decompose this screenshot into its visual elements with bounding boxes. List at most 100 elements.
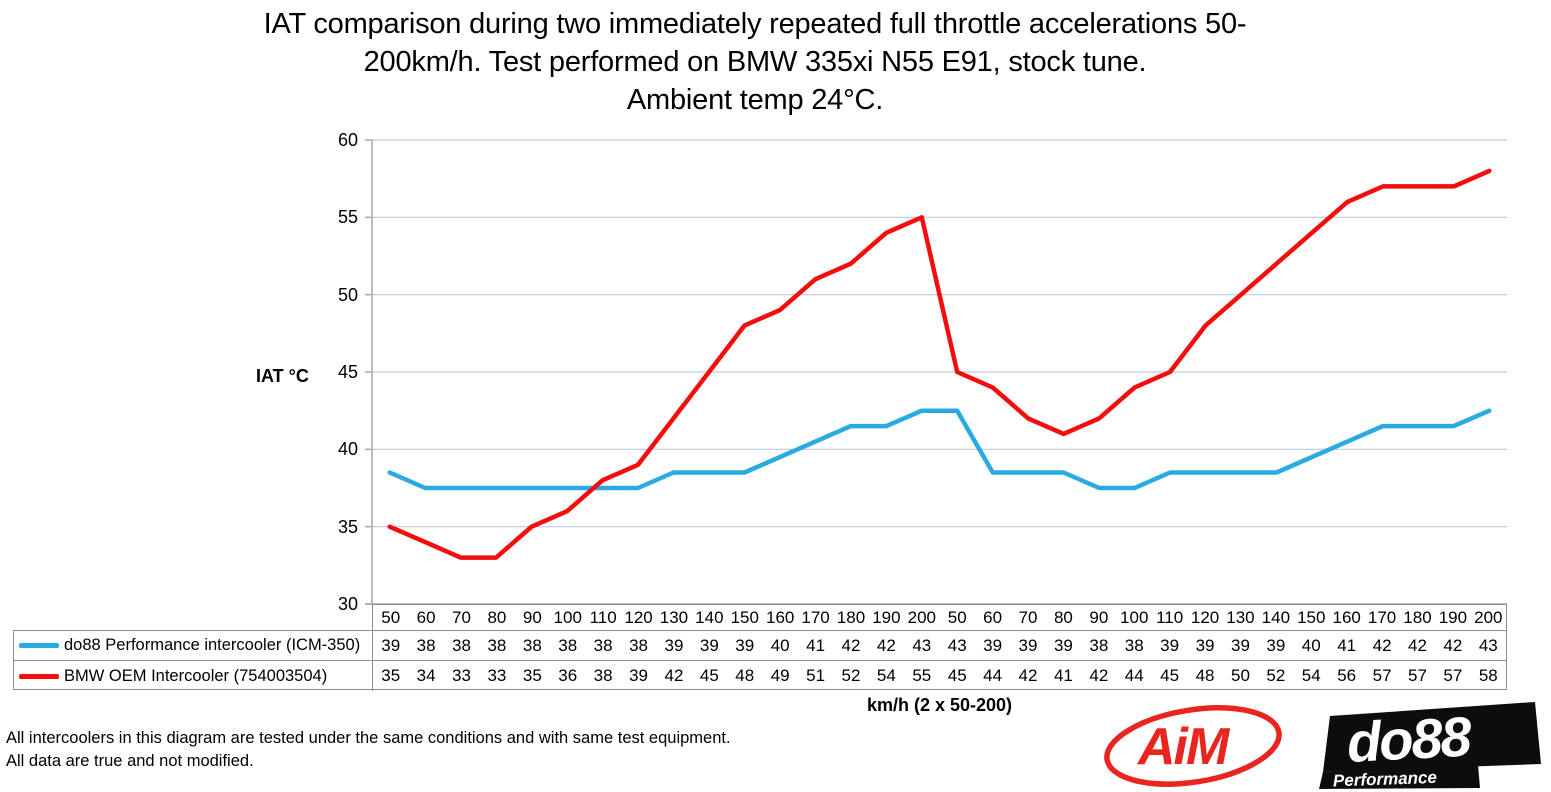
legend-cell-series-0: do88 Performance intercooler (ICM-350) — [14, 631, 373, 661]
x-category-cell: 100 — [1120, 607, 1149, 627]
value-cell-series-0: 43 — [939, 631, 975, 661]
value-cell-series-1: 41 — [1053, 666, 1073, 685]
value-cell-series-0: 42 — [1399, 631, 1436, 661]
x-category-cell: 120 — [1190, 607, 1220, 627]
aim-logo-ellipse — [1104, 705, 1282, 787]
y-tick-label: 60 — [337, 130, 358, 150]
x-category-row: 50 60 70 80 90 100 110 120 130 140 150 160 170 180 190… — [372, 604, 1507, 630]
value-cell-series-0: 39 — [691, 631, 728, 661]
value-cell-series-1: 56 — [1337, 666, 1357, 685]
y-tick-label: 35 — [337, 516, 358, 537]
value-cell-series-1: 45 — [1160, 666, 1180, 685]
do88-logo-main-shape — [1323, 702, 1541, 772]
chart-title: IAT comparison during two immediately re… — [0, 5, 1510, 119]
x-category-cell: 70 — [1018, 607, 1038, 627]
value-cell-series-1: 44 — [1124, 666, 1144, 685]
value-cell-series-1: 39 — [629, 666, 648, 685]
value-cell-series-0: 39 — [974, 631, 1011, 661]
value-cell-series-0: 38 — [1081, 631, 1117, 661]
x-category-cell: 100 — [553, 607, 582, 627]
value-cell-series-0: 38 — [479, 631, 515, 661]
footer-notes: All intercoolers in this diagram are tes… — [6, 727, 731, 773]
value-cell-series-1: 42 — [1018, 666, 1038, 685]
legend-and-data-table: do88 Performance intercooler (ICM-350) 39… — [13, 630, 1507, 691]
series-line-1 — [387, 168, 1492, 560]
footer-note-line-2: All data are true and not modified. — [6, 752, 254, 770]
value-cell-series-1: 35 — [381, 666, 401, 685]
x-category-cell: 150 — [1297, 607, 1326, 627]
value-cell-series-1: 52 — [1266, 666, 1286, 685]
value-cell-series-0: 39 — [1187, 631, 1223, 661]
legend-line-swatch — [19, 673, 59, 679]
x-category-cell: 50 — [947, 607, 967, 627]
value-cell-series-1: 57 — [1372, 666, 1392, 685]
value-cell-series-1: 50 — [1230, 666, 1250, 685]
x-category-cell: 200 — [907, 607, 936, 627]
x-category-cell: 70 — [452, 607, 471, 627]
x-category-cell: 140 — [1261, 607, 1291, 627]
chart-title-line-1: IAT comparison during two immediately re… — [263, 8, 1247, 40]
value-cell-series-0: 43 — [904, 631, 940, 661]
x-category-cell: 150 — [730, 607, 759, 627]
value-cell-series-1: 54 — [876, 666, 896, 685]
x-category-cell: 110 — [1156, 607, 1184, 627]
value-cell-series-1: 33 — [487, 666, 507, 685]
x-axis-title: km/h (2 x 50-200) — [866, 695, 1013, 715]
y-tick-label: 45 — [337, 362, 358, 382]
legend-line-swatch — [19, 643, 59, 648]
value-cell-series-0: 39 — [656, 631, 692, 661]
value-cell-series-1: 34 — [416, 666, 436, 685]
plot-area — [365, 139, 1507, 605]
do88-logo: do88 Performance — [1319, 702, 1541, 790]
value-cell-series-1: 48 — [735, 666, 755, 685]
value-cell-series-0: 39 — [373, 631, 409, 661]
do88-logo-text: do88 — [1345, 704, 1474, 773]
aim-logo: AiM — [1104, 705, 1282, 787]
value-cell-series-0: 40 — [1293, 631, 1329, 661]
value-cell-series-0: 42 — [868, 631, 905, 661]
x-category-cell: 80 — [487, 607, 507, 627]
value-cell-series-1: 36 — [558, 666, 578, 685]
y-tick-label: 30 — [337, 594, 358, 614]
x-category-cell: 160 — [1332, 607, 1361, 627]
value-cell-series-0: 38 — [514, 631, 551, 661]
legend-cell-series-1: BMW OEM Intercooler (754003504) — [14, 661, 373, 691]
value-cell-series-0: 38 — [1116, 631, 1152, 661]
value-cell-series-0: 42 — [833, 631, 869, 661]
x-category-cell: 180 — [836, 607, 866, 627]
x-category-cell: 200 — [1474, 607, 1503, 627]
value-cell-series-1: 35 — [522, 666, 542, 685]
value-cell-series-0: 39 — [1045, 631, 1082, 661]
x-category-cell: 120 — [624, 607, 653, 627]
value-cell-series-0: 38 — [620, 631, 657, 661]
x-category-cell: 130 — [659, 607, 689, 627]
legend-label: BMW OEM Intercooler (754003504) — [64, 666, 328, 685]
value-cell-series-1: 44 — [983, 666, 1003, 685]
x-category-cell: 90 — [522, 607, 542, 627]
value-cell-series-0: 39 — [727, 631, 763, 661]
value-cell-series-1: 51 — [806, 666, 826, 685]
value-cell-series-1: 55 — [912, 666, 932, 685]
value-cell-series-0: 43 — [1470, 631, 1506, 661]
value-cell-series-0: 41 — [1328, 631, 1365, 661]
value-cell-series-0: 38 — [408, 631, 444, 661]
value-cell-series-1: 54 — [1301, 666, 1321, 685]
value-cell-series-1: 58 — [1478, 666, 1498, 685]
value-cell-series-1: 38 — [593, 666, 613, 685]
x-category-cell: 190 — [1438, 607, 1468, 627]
value-cell-series-0: 38 — [443, 631, 480, 661]
x-category-cell: 180 — [1403, 607, 1432, 627]
x-category-cell: 110 — [589, 607, 617, 627]
value-cell-series-0: 42 — [1364, 631, 1400, 661]
value-cell-series-1: 57 — [1408, 666, 1427, 685]
value-cell-series-1: 45 — [947, 666, 967, 685]
value-cell-series-0: 41 — [797, 631, 834, 661]
x-category-cell: 190 — [872, 607, 901, 627]
value-cell-series-0: 39 — [1222, 631, 1259, 661]
value-cell-series-0: 40 — [762, 631, 798, 661]
footer-note-line-1: All intercoolers in this diagram are tes… — [6, 729, 731, 747]
value-cell-series-0: 38 — [585, 631, 621, 661]
x-category-cell: 50 — [381, 607, 401, 627]
aim-logo-text: AiM — [1136, 718, 1231, 776]
x-category-cell: 170 — [801, 607, 830, 627]
